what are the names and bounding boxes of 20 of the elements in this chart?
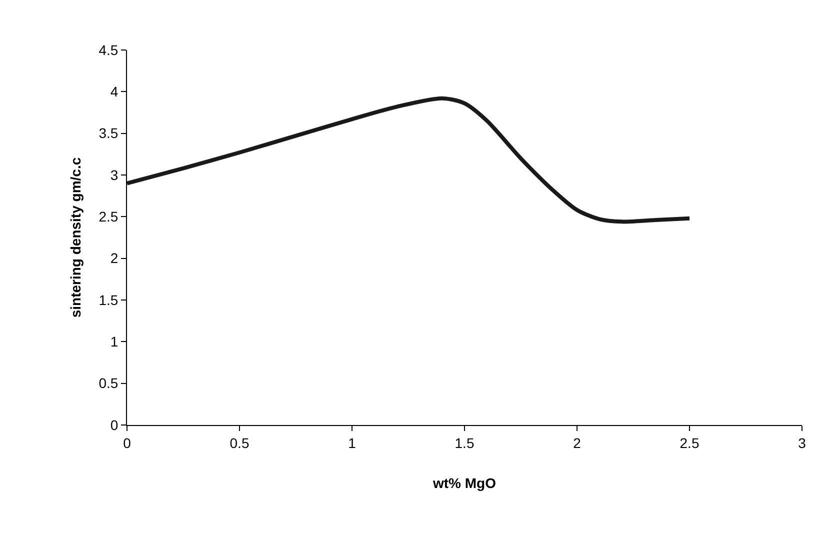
y-tick-label: 1.5 (98, 292, 118, 308)
y-tick-label: 1 (110, 334, 118, 350)
x-axis-title: wt% MgO (432, 475, 496, 492)
y-tick-label: 0.5 (98, 375, 118, 392)
y-tick-label: 2 (110, 250, 118, 266)
y-tick-label: 4 (110, 84, 118, 100)
line-series (127, 96, 692, 224)
x-tick-label: 0.5 (230, 434, 250, 451)
y-tick-label: 3 (110, 166, 118, 183)
y-tick-label: 0 (110, 416, 118, 433)
x-tick-label: 3 (798, 434, 806, 451)
x-tick-label: 0 (123, 434, 132, 451)
x-tick-label: 2 (573, 434, 582, 451)
y-tick-label: 2.5 (98, 208, 118, 225)
y-tick-label: 3.5 (98, 125, 118, 142)
x-tick-label: 2.5 (680, 434, 700, 451)
x-tick-label: 1.5 (454, 434, 474, 451)
y-tick-label: 4.5 (98, 42, 118, 58)
y-axis-title: sintering density gm/c.c (67, 157, 84, 318)
x-tick-label: 1 (348, 434, 356, 451)
